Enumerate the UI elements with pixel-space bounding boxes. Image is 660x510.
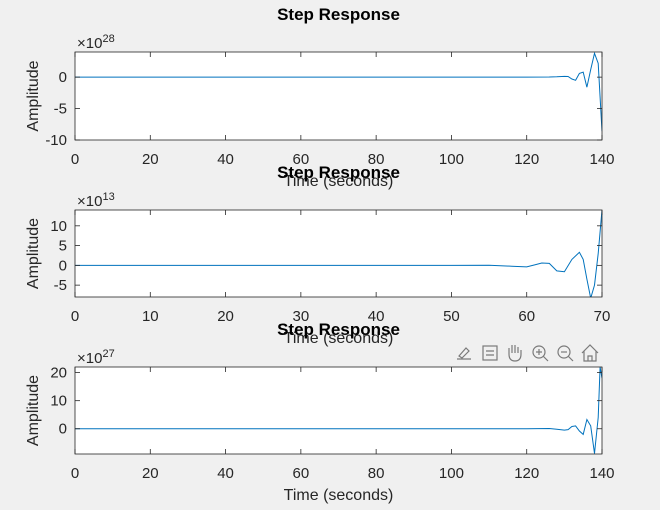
home-icon-hitbox: [580, 343, 600, 363]
x-tick-label: 40: [217, 465, 234, 482]
y-tick-label: 10: [50, 393, 67, 410]
zoom-in-icon[interactable]: [530, 343, 550, 363]
x-tick-label: 60: [293, 465, 310, 482]
x-tick-label: 20: [142, 151, 159, 168]
y-tick-label: 0: [59, 257, 67, 274]
exponent-base: ×10: [77, 350, 102, 367]
exponent-power: 13: [102, 191, 114, 203]
x-tick-label: 40: [217, 151, 234, 168]
axes-background: [75, 52, 602, 140]
lens-circle: [532, 345, 546, 359]
axes-background: [75, 210, 602, 297]
x-tick-label: 50: [443, 308, 460, 325]
exponent-base: ×10: [77, 35, 102, 52]
y-tick-label: 10: [50, 218, 67, 235]
y-exponent-label: ×1013: [77, 191, 115, 210]
subplot-title: Step Response: [277, 5, 400, 24]
hand-shape: [508, 345, 522, 362]
data-tips-icon[interactable]: [480, 343, 500, 363]
zoom-out-icon[interactable]: [555, 343, 575, 363]
y-tick-label: -5: [54, 277, 67, 294]
x-tick-label: 120: [514, 151, 539, 168]
house-shape: [581, 344, 599, 362]
x-tick-label: 0: [71, 308, 79, 325]
x-tick-label: 100: [439, 151, 464, 168]
lens-handle: [567, 355, 574, 362]
y-tick-label: -10: [45, 132, 67, 149]
lens-handle: [542, 355, 549, 362]
x-tick-label: 30: [293, 308, 310, 325]
tip-lines: [486, 350, 494, 356]
axes-background: [75, 367, 602, 454]
tip-box: [482, 345, 498, 361]
exponent-power: 27: [102, 348, 114, 360]
y-tick-label: 5: [59, 238, 67, 255]
y-tick-label: 20: [50, 365, 67, 382]
x-axis-label: Time (seconds): [284, 330, 394, 347]
axes-toolbar: [454, 343, 600, 363]
x-tick-label: 80: [368, 151, 385, 168]
brush-shape: [457, 347, 471, 360]
brush-icon-hitbox: [454, 343, 474, 363]
y-tick-label: -5: [54, 101, 67, 118]
x-tick-label: 40: [368, 308, 385, 325]
subplot-1: 0 20 40 60 80 100 120 140 0 -5 -10 ×1028 Step Respon…: [25, 5, 615, 190]
y-axis-label: Amplitude: [25, 375, 42, 446]
x-tick-label: 60: [293, 151, 310, 168]
y-exponent-label: ×1027: [77, 348, 115, 367]
series-line-1: [75, 210, 602, 297]
y-axis-label: Amplitude: [25, 218, 42, 289]
series-line-1: [75, 52, 602, 132]
lens-sign: [536, 349, 542, 355]
lens-circle: [557, 345, 571, 359]
x-tick-label: 20: [217, 308, 234, 325]
axes-box: [74, 51, 603, 141]
x-tick-label: 80: [368, 465, 385, 482]
series-line-1: [75, 367, 602, 454]
x-axis-label: Time (seconds): [284, 173, 394, 190]
x-tick-label: 120: [514, 465, 539, 482]
y-tick-label: 0: [59, 69, 67, 86]
x-tick-label: 10: [142, 308, 159, 325]
brush-icon[interactable]: [454, 343, 474, 363]
pan-hand-icon[interactable]: [505, 343, 525, 363]
exponent-base: ×10: [77, 193, 102, 210]
x-tick-label: 70: [594, 308, 611, 325]
home-icon[interactable]: [580, 343, 600, 363]
exponent-power: 28: [102, 33, 114, 45]
x-tick-label: 0: [71, 465, 79, 482]
x-tick-label: 20: [142, 465, 159, 482]
x-tick-label: 140: [589, 151, 614, 168]
x-tick-label: 60: [518, 308, 535, 325]
y-axis-label: Amplitude: [25, 60, 42, 131]
x-tick-label: 0: [71, 151, 79, 168]
y-tick-label: 0: [59, 421, 67, 438]
y-exponent-label: ×1028: [77, 33, 115, 52]
axes-box: [74, 366, 603, 455]
x-axis-label: Time (seconds): [284, 487, 394, 504]
axes-box: [74, 209, 603, 298]
x-tick-label: 140: [589, 465, 614, 482]
subplot-title: Step Response: [277, 163, 400, 182]
subplot-title: Step Response: [277, 320, 400, 339]
x-tick-label: 100: [439, 465, 464, 482]
